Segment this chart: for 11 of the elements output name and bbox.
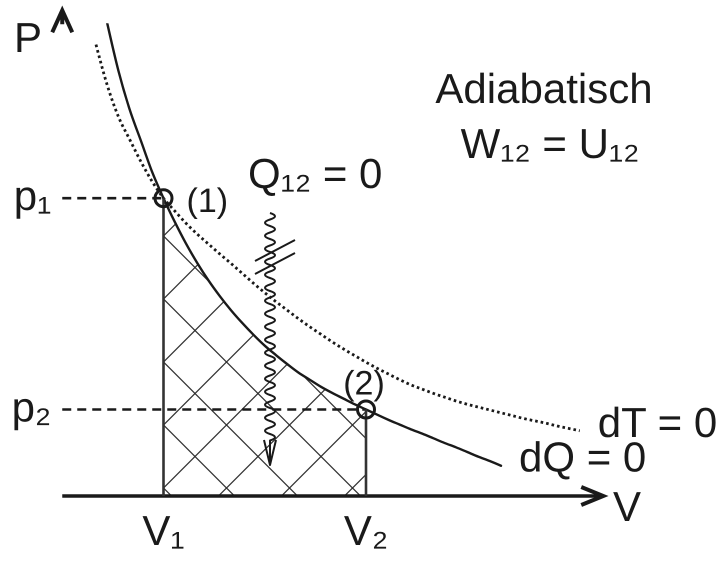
annotation: Q₁₂ = 0 (248, 150, 382, 197)
text: Adiabatisch (435, 65, 653, 112)
ref-line-label: p₂ (12, 383, 52, 430)
ref-line-label: p₁ (14, 172, 52, 220)
annotation: W₁₂ = U₁₂ (460, 120, 640, 167)
y-axis-title: P (14, 14, 42, 61)
x-axis-title: V (613, 483, 642, 530)
x-tick-label: V₁ (142, 507, 185, 554)
annotation: (1) (186, 182, 228, 220)
annotation: (2) (343, 364, 385, 402)
x-tick-label: V₂ (344, 507, 388, 554)
